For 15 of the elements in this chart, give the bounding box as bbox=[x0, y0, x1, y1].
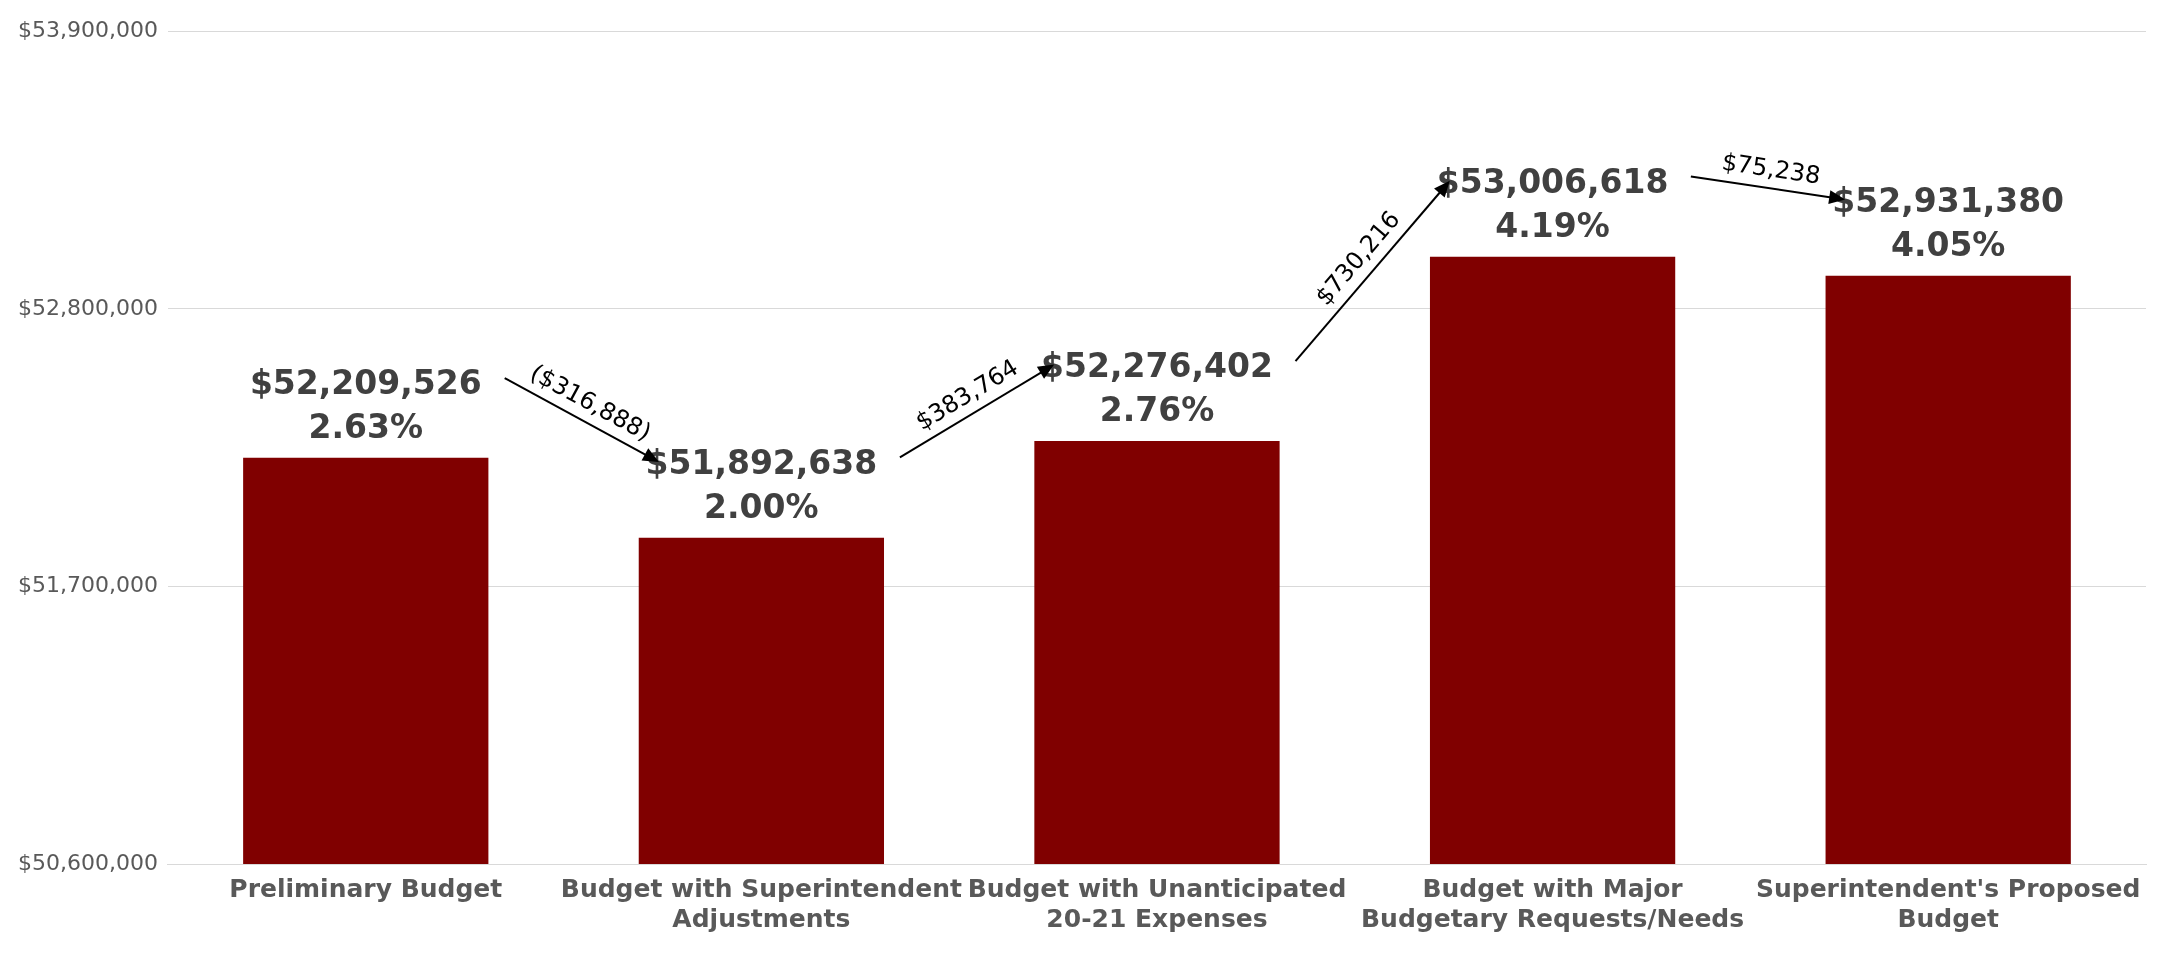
annotation: $75,238 bbox=[1719, 147, 1823, 190]
x-tick-label: Budget with Superintendent Adjustments bbox=[560, 873, 962, 933]
data-label: $53,006,618 4.19% bbox=[1436, 161, 1669, 245]
data-label: $52,931,380 4.05% bbox=[1832, 180, 2065, 264]
data-label: $52,276,402 2.76% bbox=[1041, 346, 1273, 430]
data-label: $51,892,638 2.00% bbox=[645, 442, 878, 526]
x-tick-label: Budget with Unanticipated 20-21 Expenses bbox=[967, 873, 1347, 933]
y-tick-label: $52,800,000 bbox=[17, 294, 158, 320]
x-tick-label: Budget with Major Budgetary Requests/Needs bbox=[1361, 873, 1745, 933]
y-tick-label: $53,900,000 bbox=[17, 16, 158, 42]
x-tick-label: Superintendent's Proposed Budget bbox=[1755, 873, 2141, 933]
y-tick-label: $50,600,000 bbox=[17, 849, 158, 875]
x-tick-label: Preliminary Budget bbox=[229, 873, 503, 903]
y-tick-label: $51,700,000 bbox=[17, 572, 158, 598]
data-label: $52,209,526 2.63% bbox=[249, 362, 482, 446]
